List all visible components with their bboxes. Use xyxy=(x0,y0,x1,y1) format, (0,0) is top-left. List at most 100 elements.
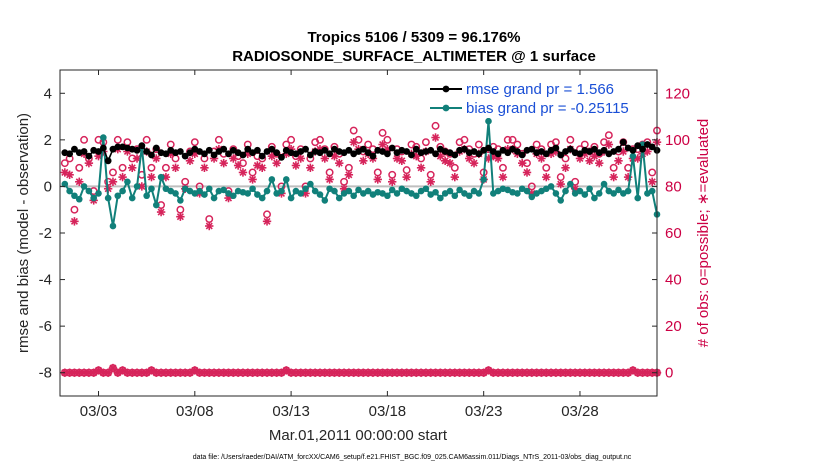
bias-point xyxy=(104,194,112,202)
bias-point xyxy=(128,194,136,202)
evaluated-marker xyxy=(219,158,228,168)
footnote: data file: /Users/raeder/DAI/ATM_forcXX/… xyxy=(193,454,632,461)
bias-point xyxy=(480,176,487,183)
rmse-point xyxy=(408,151,415,159)
rmse-point xyxy=(152,144,160,152)
rmse-point xyxy=(104,157,112,165)
evaluated-marker xyxy=(469,158,479,168)
rmse-point xyxy=(566,145,574,153)
rmse-point xyxy=(634,142,642,150)
rmse-point xyxy=(201,150,208,158)
bias-point xyxy=(316,191,324,198)
rmse-point xyxy=(210,151,218,159)
rmse-point xyxy=(268,145,276,153)
bias-point xyxy=(331,187,338,195)
bias-point xyxy=(432,188,439,196)
rmse-point xyxy=(138,142,146,150)
left-tick-label: 4 xyxy=(44,85,52,102)
possible-marker xyxy=(161,163,170,172)
bias-point xyxy=(133,183,141,190)
evaluated-marker xyxy=(70,217,79,226)
rmse-point xyxy=(244,145,252,153)
bias-point xyxy=(586,185,593,193)
chart-title-line2: RADIOSONDE_SURFACE_ALTIMETER @ 1 surface xyxy=(232,48,596,65)
evaluated-marker xyxy=(156,207,166,217)
rmse-point xyxy=(99,144,107,152)
bias-point xyxy=(143,192,150,200)
evaluated-marker xyxy=(522,168,532,177)
rmse-point xyxy=(528,145,536,153)
right-tick-label: 120 xyxy=(665,85,690,102)
bias-point xyxy=(90,194,98,202)
bias-point xyxy=(600,180,608,188)
rmse-point xyxy=(518,151,526,159)
left-tick-label: 0 xyxy=(44,178,52,195)
bias-point xyxy=(172,190,179,197)
rmse-point xyxy=(66,150,74,158)
rmse-point xyxy=(364,149,372,157)
bias-point xyxy=(557,197,565,204)
right-tick-label: 40 xyxy=(665,272,682,289)
evaluated-marker xyxy=(147,172,156,182)
rmse-point xyxy=(181,152,189,160)
rmse-point xyxy=(220,145,228,153)
evaluated-marker xyxy=(325,175,334,184)
rmse-point xyxy=(133,146,141,154)
bias-point xyxy=(302,185,309,193)
rmse-point xyxy=(186,149,194,157)
evaluated-marker xyxy=(200,163,209,172)
evaluated-marker xyxy=(537,154,546,163)
bias-point xyxy=(384,192,391,200)
rmse-point xyxy=(475,150,483,158)
rmse-point xyxy=(427,146,435,154)
evaluated-marker xyxy=(137,182,147,191)
bias-point xyxy=(258,194,266,202)
rmse-point xyxy=(369,152,377,160)
bias-point xyxy=(581,191,589,198)
possible-marker xyxy=(513,140,522,149)
bias-point xyxy=(230,192,237,200)
bias-point xyxy=(278,187,285,195)
evaluated-marker xyxy=(416,163,426,172)
bias-point xyxy=(205,185,213,193)
possible-marker xyxy=(609,163,618,172)
bias-point xyxy=(100,134,107,141)
evaluated-marker xyxy=(272,158,281,168)
x-tick-label: 03/08 xyxy=(176,403,214,420)
rmse-point xyxy=(552,144,560,152)
possible-marker xyxy=(378,128,387,137)
bias-point xyxy=(610,190,617,197)
bias-point xyxy=(177,197,184,204)
rmse-point xyxy=(85,152,93,160)
evaluated-marker xyxy=(233,161,243,170)
evaluated-marker xyxy=(185,156,195,166)
evaluated-marker xyxy=(388,177,397,186)
evaluated-marker xyxy=(306,163,315,172)
rmse-point xyxy=(432,150,439,158)
rmse-point xyxy=(383,150,391,158)
possible-marker xyxy=(431,121,440,130)
bias-point xyxy=(335,194,343,202)
rmse-point xyxy=(80,148,88,155)
possible-marker xyxy=(561,154,570,163)
rmse-point xyxy=(451,151,459,159)
bias-point xyxy=(412,192,420,200)
bias-point xyxy=(388,186,396,194)
legend-label-1: bias grand pr = -0.25115 xyxy=(466,100,629,117)
evaluated-marker xyxy=(397,156,407,166)
rmse-point xyxy=(162,150,170,158)
bias-point xyxy=(220,186,227,194)
evaluated-marker xyxy=(426,177,435,186)
rmse-point xyxy=(148,151,155,159)
evaluated-marker xyxy=(75,177,84,186)
evaluated-marker xyxy=(373,175,382,184)
bias-point xyxy=(562,187,569,195)
evaluated-marker xyxy=(205,221,214,231)
legend: rmse grand pr = 1.566 bias grand pr = -0.… xyxy=(425,78,654,118)
rmse-point xyxy=(176,148,184,155)
evaluated-marker xyxy=(262,217,272,226)
plot-area xyxy=(60,70,657,396)
bias-point xyxy=(75,195,83,203)
evaluated-marker xyxy=(498,172,508,182)
evaluated-marker xyxy=(176,212,185,221)
